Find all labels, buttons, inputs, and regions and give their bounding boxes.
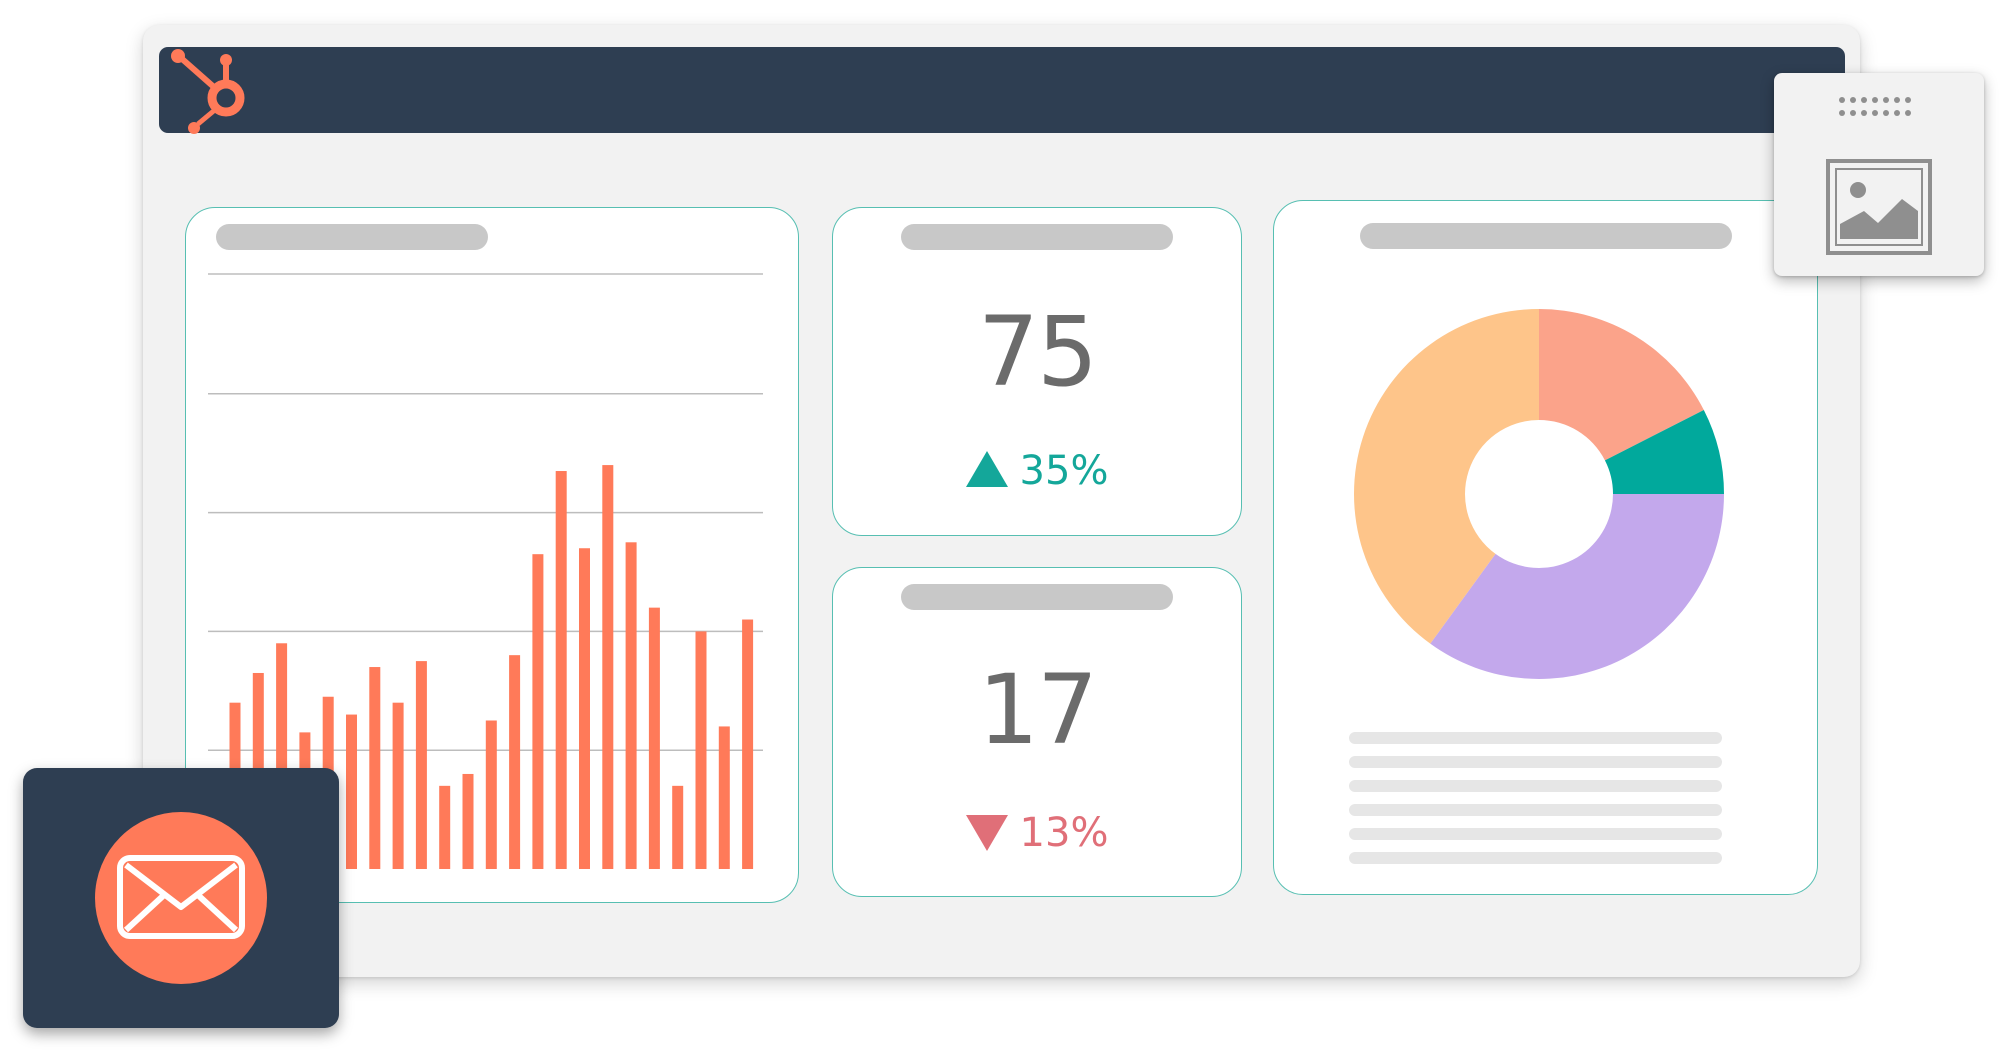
- bar: [369, 667, 381, 869]
- donut-chart: [1354, 309, 1724, 679]
- text-line-placeholder: [1349, 780, 1722, 792]
- donut-slice: [1604, 410, 1724, 494]
- arrow-up-icon: [965, 451, 1008, 487]
- kpi-change-text: 35%: [1019, 448, 1109, 494]
- text-line-placeholder: [1349, 852, 1722, 864]
- bar: [346, 714, 357, 869]
- bar: [532, 554, 544, 869]
- bar: [415, 661, 427, 869]
- bar: [579, 548, 590, 869]
- title-bar: [159, 47, 1845, 133]
- bar: [648, 607, 660, 869]
- drag-handle-icon[interactable]: [1838, 95, 1918, 119]
- bar: [625, 542, 637, 869]
- donut-slice: [1539, 309, 1704, 461]
- email-widget[interactable]: [23, 768, 339, 1028]
- bar: [485, 720, 497, 869]
- bar: [392, 702, 404, 869]
- bar: [672, 785, 684, 869]
- bar: [509, 655, 521, 869]
- text-line-placeholder: [1349, 756, 1722, 768]
- kpi-change: 13%: [833, 810, 1241, 856]
- donut-slice: [1354, 309, 1539, 644]
- kpi-card: 17 13%: [832, 567, 1242, 897]
- bar: [555, 471, 567, 869]
- image-widget[interactable]: [1774, 73, 1984, 276]
- bar: [439, 785, 451, 869]
- bar: [602, 465, 614, 869]
- hubspot-logo-icon[interactable]: [164, 48, 252, 134]
- kpi-change-text: 13%: [1019, 810, 1109, 856]
- kpi-change: 35%: [833, 448, 1241, 494]
- bar: [695, 631, 707, 869]
- kpi-card: 75 35%: [832, 207, 1242, 536]
- text-line-placeholder: [1349, 804, 1722, 816]
- bar: [742, 619, 754, 869]
- kpi-value: 17: [977, 654, 1098, 766]
- envelope-icon[interactable]: [95, 812, 267, 984]
- card-title-placeholder: [901, 224, 1173, 250]
- image-icon: [1826, 159, 1932, 255]
- kpi-value: 75: [977, 296, 1098, 408]
- card-title-placeholder: [216, 224, 488, 250]
- arrow-down-icon: [965, 815, 1008, 851]
- card-title-placeholder: [1360, 223, 1732, 249]
- bar: [276, 643, 288, 869]
- card-title-placeholder: [901, 584, 1173, 610]
- text-line-placeholder: [1349, 828, 1722, 840]
- bar: [462, 773, 474, 869]
- text-line-placeholder: [1349, 732, 1722, 744]
- donut-slice: [1430, 494, 1724, 679]
- bar: [718, 726, 730, 869]
